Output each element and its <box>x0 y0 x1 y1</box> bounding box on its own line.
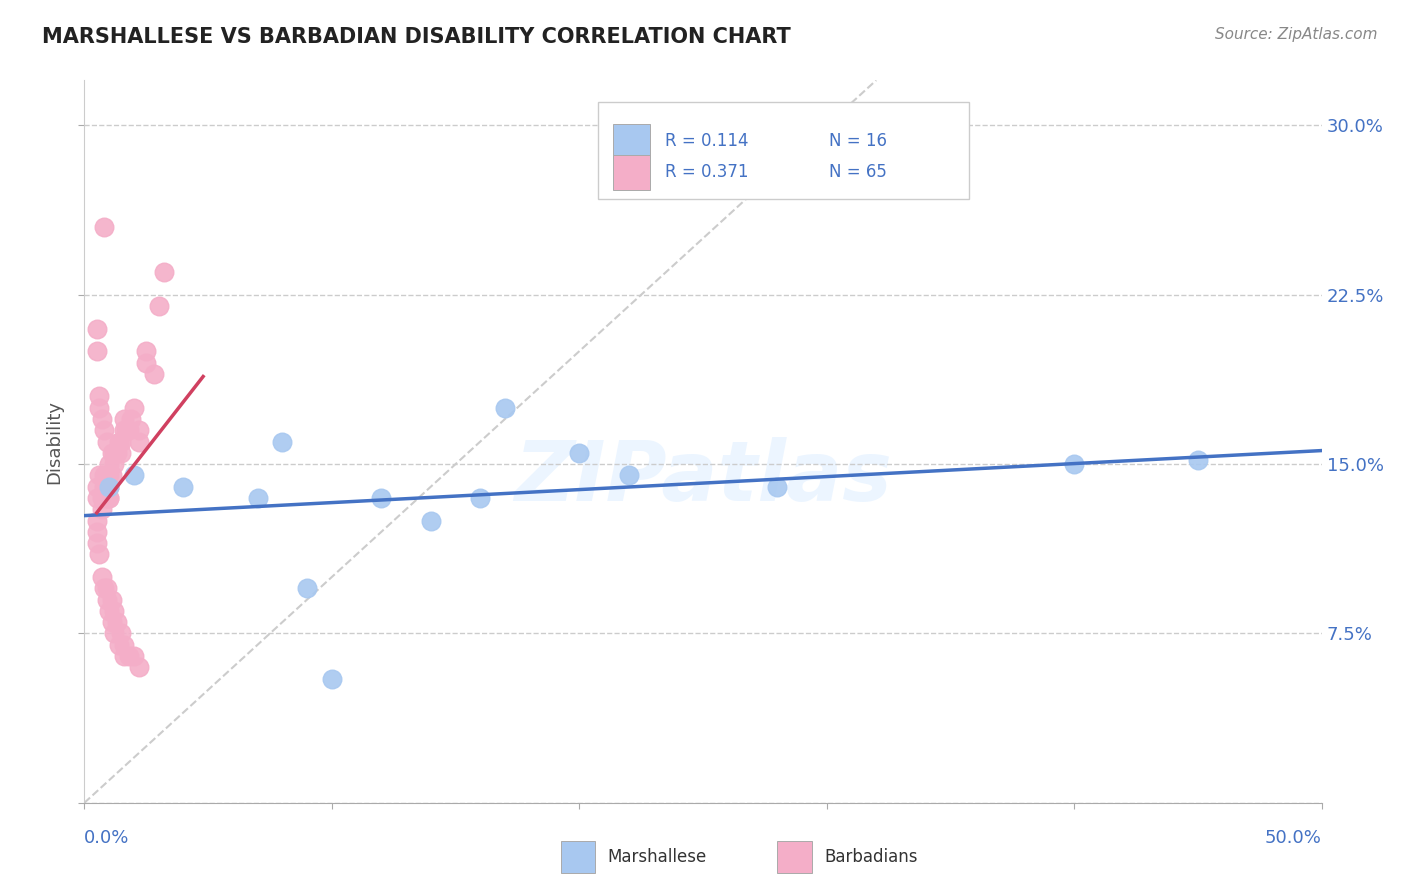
Point <box>86 536 108 550</box>
Bar <box>778 841 811 873</box>
Text: N = 65: N = 65 <box>830 163 887 181</box>
Point <box>103 626 125 640</box>
Point <box>89 548 111 562</box>
Point <box>93 423 115 437</box>
Point <box>93 468 115 483</box>
Text: Source: ZipAtlas.com: Source: ZipAtlas.com <box>1215 27 1378 42</box>
Point <box>90 491 112 505</box>
Point <box>98 491 121 505</box>
Point <box>321 672 343 686</box>
Point <box>90 570 112 584</box>
Point <box>93 480 115 494</box>
Point <box>98 604 121 618</box>
Point <box>96 582 118 596</box>
Point <box>1063 457 1085 471</box>
Bar <box>598 102 969 200</box>
Point <box>152 265 174 279</box>
Point <box>128 434 150 449</box>
Point <box>617 468 640 483</box>
Text: Marshallese: Marshallese <box>607 848 707 866</box>
Point <box>86 480 108 494</box>
Text: 0.0%: 0.0% <box>84 829 129 847</box>
Point <box>93 220 115 235</box>
Point <box>89 468 111 483</box>
Point <box>108 434 131 449</box>
Text: Barbadians: Barbadians <box>824 848 918 866</box>
Point <box>112 423 135 437</box>
Point <box>105 446 128 460</box>
Point <box>110 446 132 460</box>
Point <box>766 480 789 494</box>
Text: ZIPatlas: ZIPatlas <box>515 437 891 518</box>
Point <box>271 434 294 449</box>
Text: R = 0.371: R = 0.371 <box>665 163 748 181</box>
Point <box>128 423 150 437</box>
Point <box>122 401 145 415</box>
Text: MARSHALLESE VS BARBADIAN DISABILITY CORRELATION CHART: MARSHALLESE VS BARBADIAN DISABILITY CORR… <box>42 27 792 46</box>
Text: 50.0%: 50.0% <box>1265 829 1322 847</box>
Point <box>112 648 135 663</box>
Point <box>128 660 150 674</box>
Point <box>419 514 441 528</box>
Point <box>120 412 142 426</box>
Point <box>86 491 108 505</box>
Point <box>98 457 121 471</box>
Point <box>568 446 591 460</box>
Point <box>86 321 108 335</box>
Point <box>172 480 194 494</box>
Point <box>100 615 122 630</box>
Text: N = 16: N = 16 <box>830 132 887 150</box>
Bar <box>561 841 595 873</box>
Point <box>100 446 122 460</box>
Point <box>86 344 108 359</box>
Point <box>1187 452 1209 467</box>
Point <box>96 468 118 483</box>
Point <box>103 604 125 618</box>
Point <box>470 491 492 505</box>
Point <box>118 648 141 663</box>
Point <box>110 626 132 640</box>
Point <box>98 480 121 494</box>
Point <box>100 468 122 483</box>
Point <box>89 401 111 415</box>
Point <box>89 389 111 403</box>
Point <box>494 401 516 415</box>
Point <box>86 524 108 539</box>
Point <box>96 592 118 607</box>
Point <box>118 423 141 437</box>
Point <box>148 299 170 313</box>
Bar <box>613 124 650 158</box>
Point <box>86 514 108 528</box>
Point <box>96 434 118 449</box>
Point <box>295 582 318 596</box>
Point <box>370 491 392 505</box>
Point <box>98 491 121 505</box>
Point <box>96 480 118 494</box>
Point <box>96 491 118 505</box>
Point <box>93 582 115 596</box>
Text: R = 0.114: R = 0.114 <box>665 132 748 150</box>
Point <box>100 592 122 607</box>
Point <box>122 468 145 483</box>
Point <box>110 434 132 449</box>
Point <box>103 457 125 471</box>
Point <box>90 412 112 426</box>
Point <box>103 446 125 460</box>
Bar <box>613 155 650 189</box>
Point <box>112 412 135 426</box>
Point <box>142 367 165 381</box>
Point <box>246 491 269 505</box>
Y-axis label: Disability: Disability <box>45 400 63 483</box>
Point <box>98 468 121 483</box>
Point <box>115 423 138 437</box>
Point <box>135 355 157 369</box>
Point <box>108 638 131 652</box>
Point <box>98 480 121 494</box>
Point <box>112 638 135 652</box>
Point <box>122 648 145 663</box>
Point <box>105 615 128 630</box>
Point <box>90 502 112 516</box>
Point <box>135 344 157 359</box>
